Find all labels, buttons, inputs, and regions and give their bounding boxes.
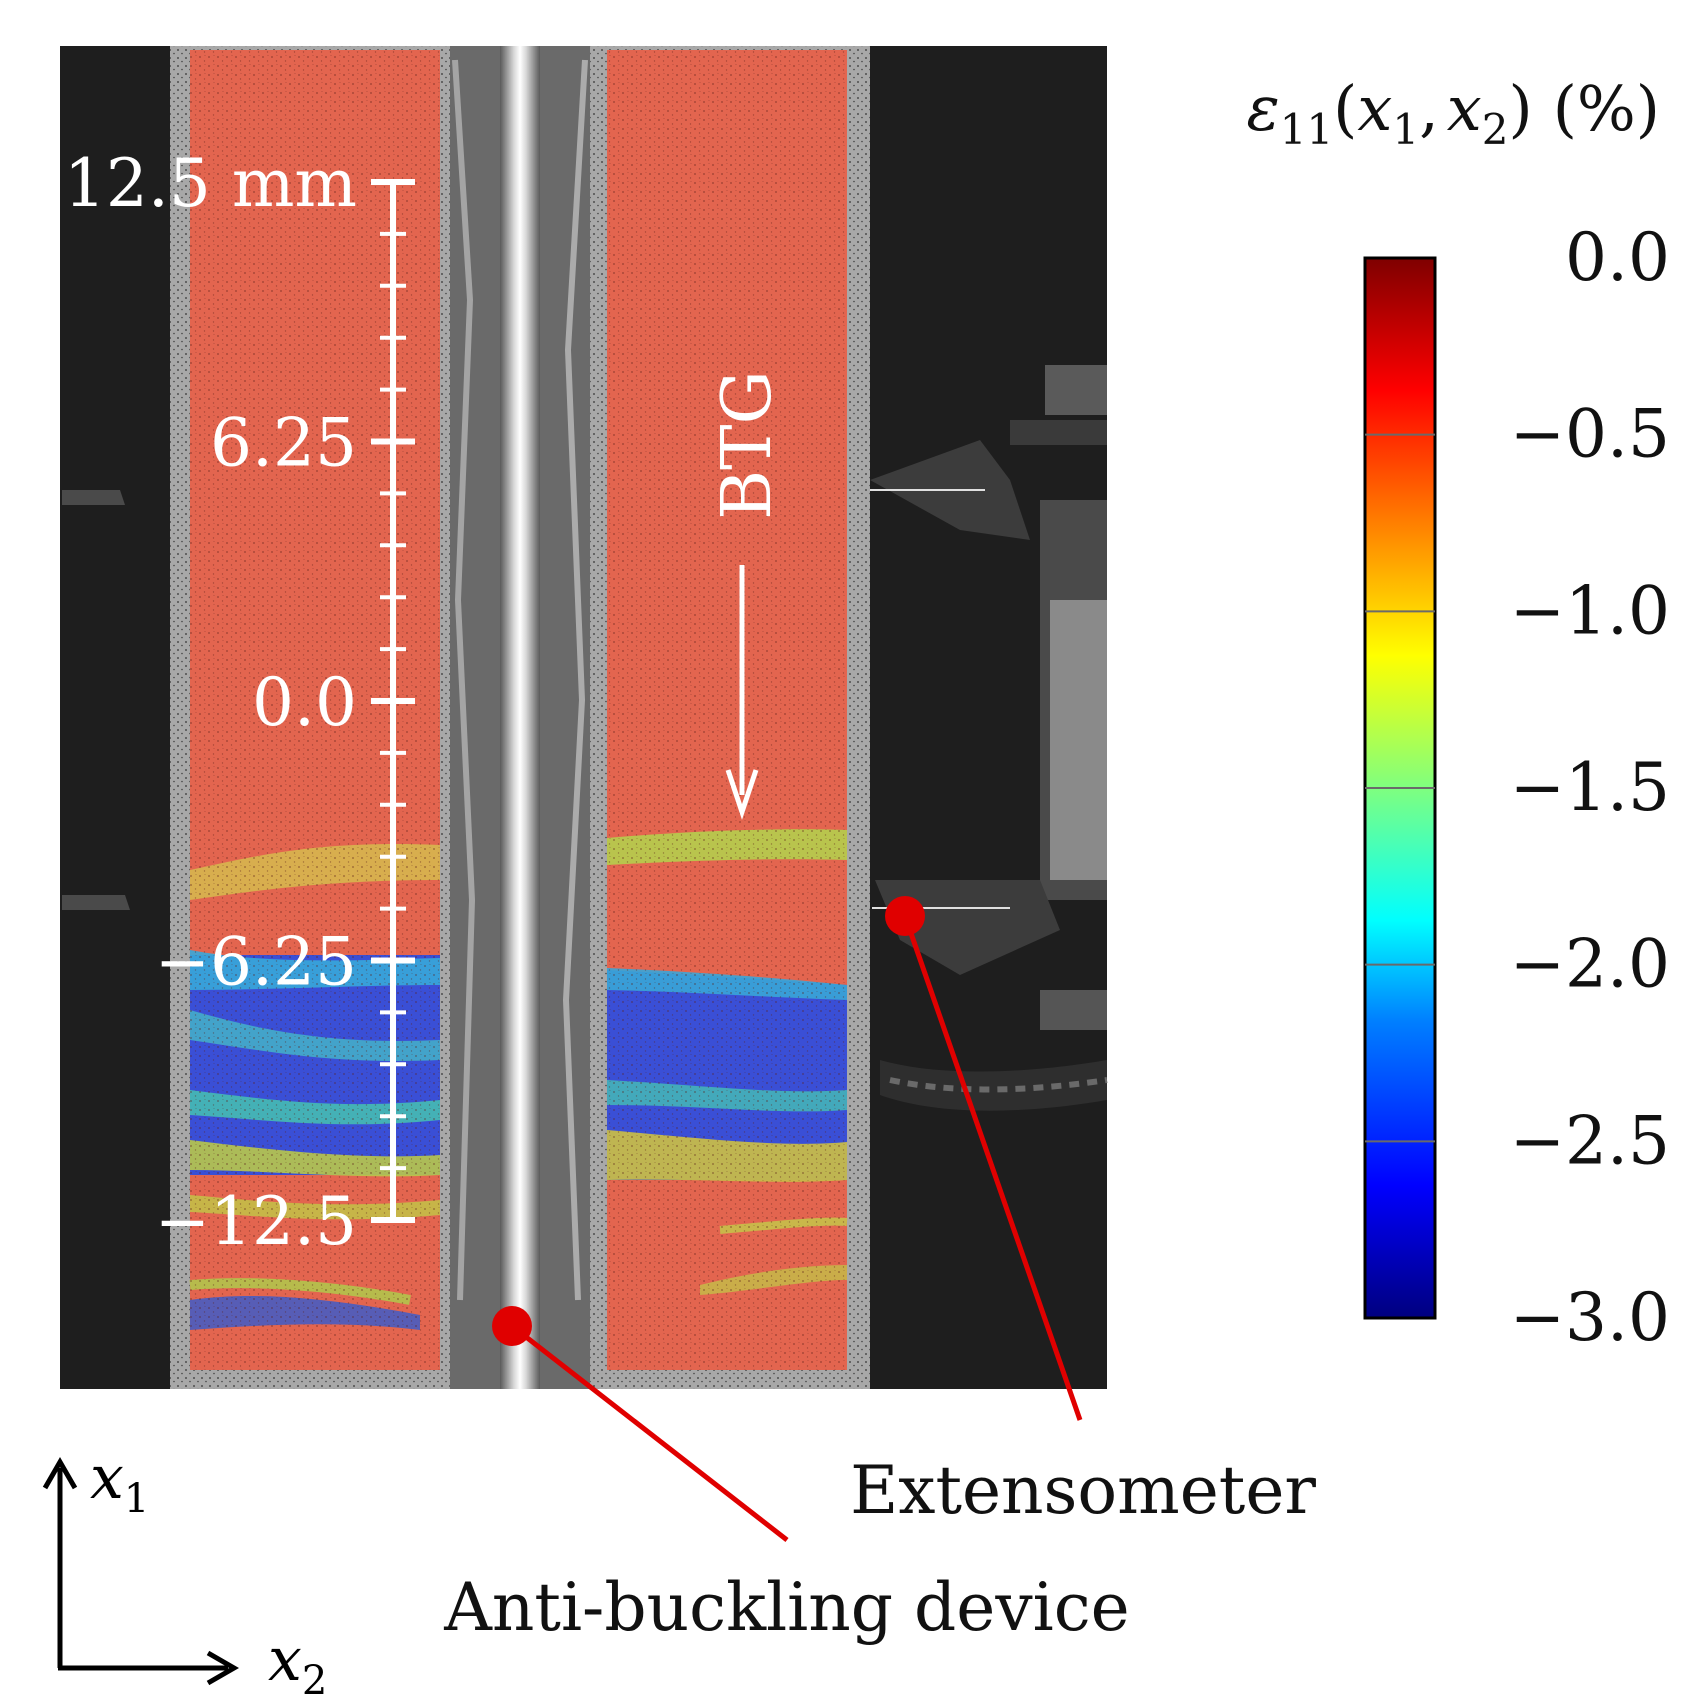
scale-tick-label: 12.5 mm: [64, 145, 357, 222]
callout-dot-extensometer: [885, 896, 925, 936]
x2-axis-label: x2: [268, 1625, 327, 1704]
btg-label: BTG: [708, 370, 787, 520]
anti-buckling-plate-left: [450, 46, 500, 1389]
left-pin-lower: [62, 895, 130, 910]
scale-tick-label: −12.5: [155, 1183, 357, 1260]
colorbar-tick-label: −2.5: [1510, 1102, 1670, 1179]
colorbar-tick-label: 0.0: [1565, 219, 1670, 296]
scale-tick-label: 6.25: [210, 405, 357, 482]
colorbar-tick-label: −1.5: [1510, 749, 1670, 826]
extensometer-label: Extensometer: [850, 1452, 1316, 1529]
anti-buckling-label: Anti-buckling device: [443, 1569, 1130, 1646]
colorbar-tick-label: −3.0: [1510, 1279, 1670, 1356]
x1-axis-label: x1: [90, 1443, 149, 1522]
callout-anti-buckling: Anti-buckling device: [443, 1306, 1130, 1646]
callout-dot-anti-buckling: [492, 1306, 532, 1346]
btg-arrow: BTG: [708, 370, 787, 820]
extensometer-hardware: [870, 365, 1108, 1111]
colorbar-ticks: 0.0 −0.5 −1.0 −1.5 −2.0 −2.5 −3.0: [1365, 219, 1670, 1356]
colorbar-tick-label: −1.0: [1510, 572, 1670, 649]
colorbar-tick-label: −2.0: [1510, 926, 1670, 1003]
scale-bar: 12.5 mm 6.25 0.0 −6.25 −12.5: [64, 145, 415, 1260]
dic-photo: [60, 46, 1108, 1389]
anti-buckling-rod: [500, 46, 540, 1389]
colorbar: ε11(x1, x2) (%) 0.0 −0.5 −1.0 −1.5 −2.0 −2.5 −3.…: [1246, 72, 1670, 1356]
callout-extensometer: Extensometer: [850, 896, 1316, 1529]
scale-tick-label: 0.0: [252, 664, 357, 741]
left-strain-field: [189, 50, 440, 1370]
colorbar-title: ε11(x1, x2) (%): [1246, 72, 1660, 154]
right-strain-field: [607, 50, 848, 1370]
scale-tick-label: −6.25: [155, 924, 357, 1001]
coordinate-axes: x1 x2: [42, 1443, 327, 1704]
colorbar-tick-label: −0.5: [1510, 396, 1670, 473]
left-pin-upper: [62, 490, 125, 505]
